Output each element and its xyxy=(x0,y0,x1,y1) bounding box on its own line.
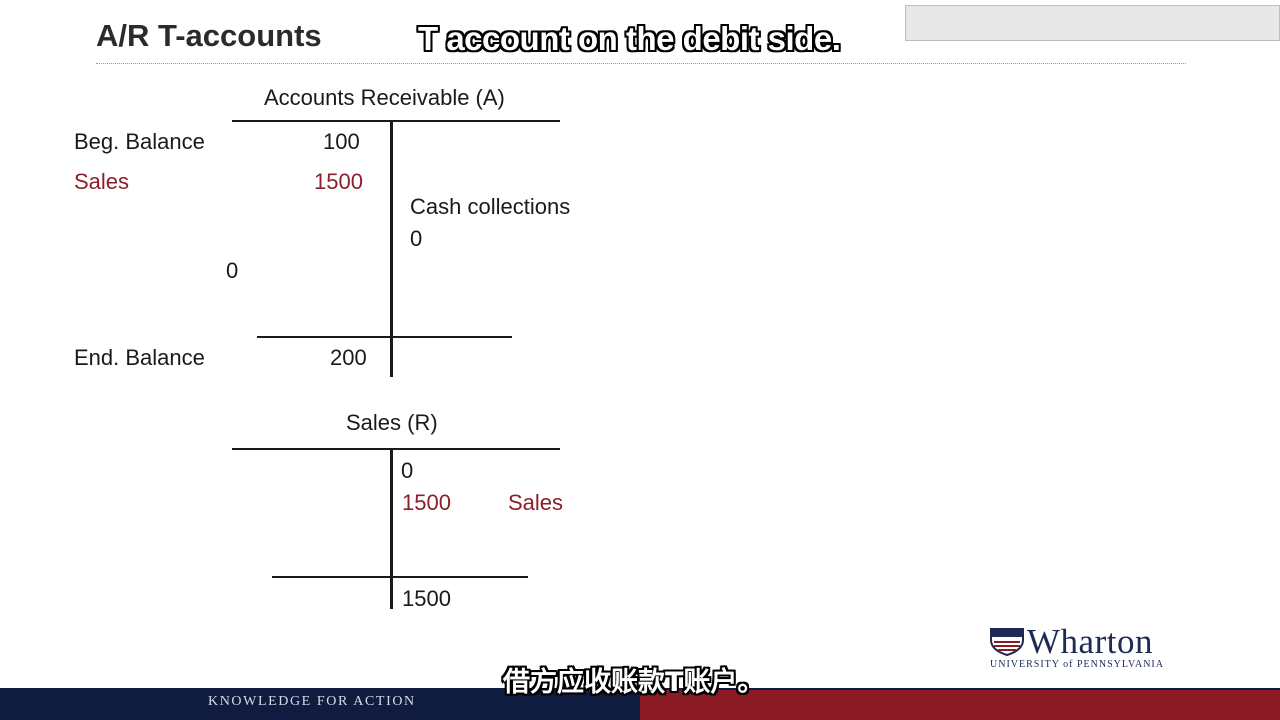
english-subtitle: T account on the debit side. xyxy=(418,20,841,57)
ar-cash-collections-label: Cash collections xyxy=(410,194,571,219)
sales-total-rule xyxy=(272,576,528,578)
top-right-bar xyxy=(905,5,1280,41)
title-divider xyxy=(96,63,1186,64)
ar-cash-collections-value: 0 xyxy=(410,226,423,251)
sales-credit-value-2: 1500 xyxy=(402,490,451,515)
ar-sales-value: 1500 xyxy=(314,169,363,194)
ar-sales-label: Sales xyxy=(74,169,130,194)
slide-title: A/R T-accounts xyxy=(96,18,322,53)
ar-debit-extra-value: 0 xyxy=(226,258,239,283)
ar-end-balance-label: End. Balance xyxy=(74,345,205,370)
wharton-logo-subtitle: UNIVERSITY of PENNSYLVANIA xyxy=(990,659,1164,670)
chinese-subtitle: 借方应收账款T账户。 xyxy=(503,667,765,698)
footer-accent-bar xyxy=(640,690,1280,720)
ar-top-rule xyxy=(232,120,560,122)
wharton-shield-icon xyxy=(990,628,1024,657)
ar-end-balance-value: 200 xyxy=(330,345,367,370)
sales-center-rule xyxy=(390,448,393,609)
wharton-logo-name: Wharton xyxy=(1027,622,1153,661)
ar-center-rule xyxy=(390,120,393,377)
sales-total-value: 1500 xyxy=(402,586,451,611)
sales-account-title: Sales (R) xyxy=(346,410,438,435)
ar-total-rule xyxy=(257,336,512,338)
sales-credit-value-1: 0 xyxy=(401,458,414,483)
sales-credit-label: Sales xyxy=(508,490,564,515)
ar-beg-balance-label: Beg. Balance xyxy=(74,129,205,154)
footer-tagline: KNOWLEDGE FOR ACTION xyxy=(208,694,416,709)
ar-account-title: Accounts Receivable (A) xyxy=(264,85,505,110)
ar-beg-balance-value: 100 xyxy=(323,129,360,154)
sales-top-rule xyxy=(232,448,560,450)
